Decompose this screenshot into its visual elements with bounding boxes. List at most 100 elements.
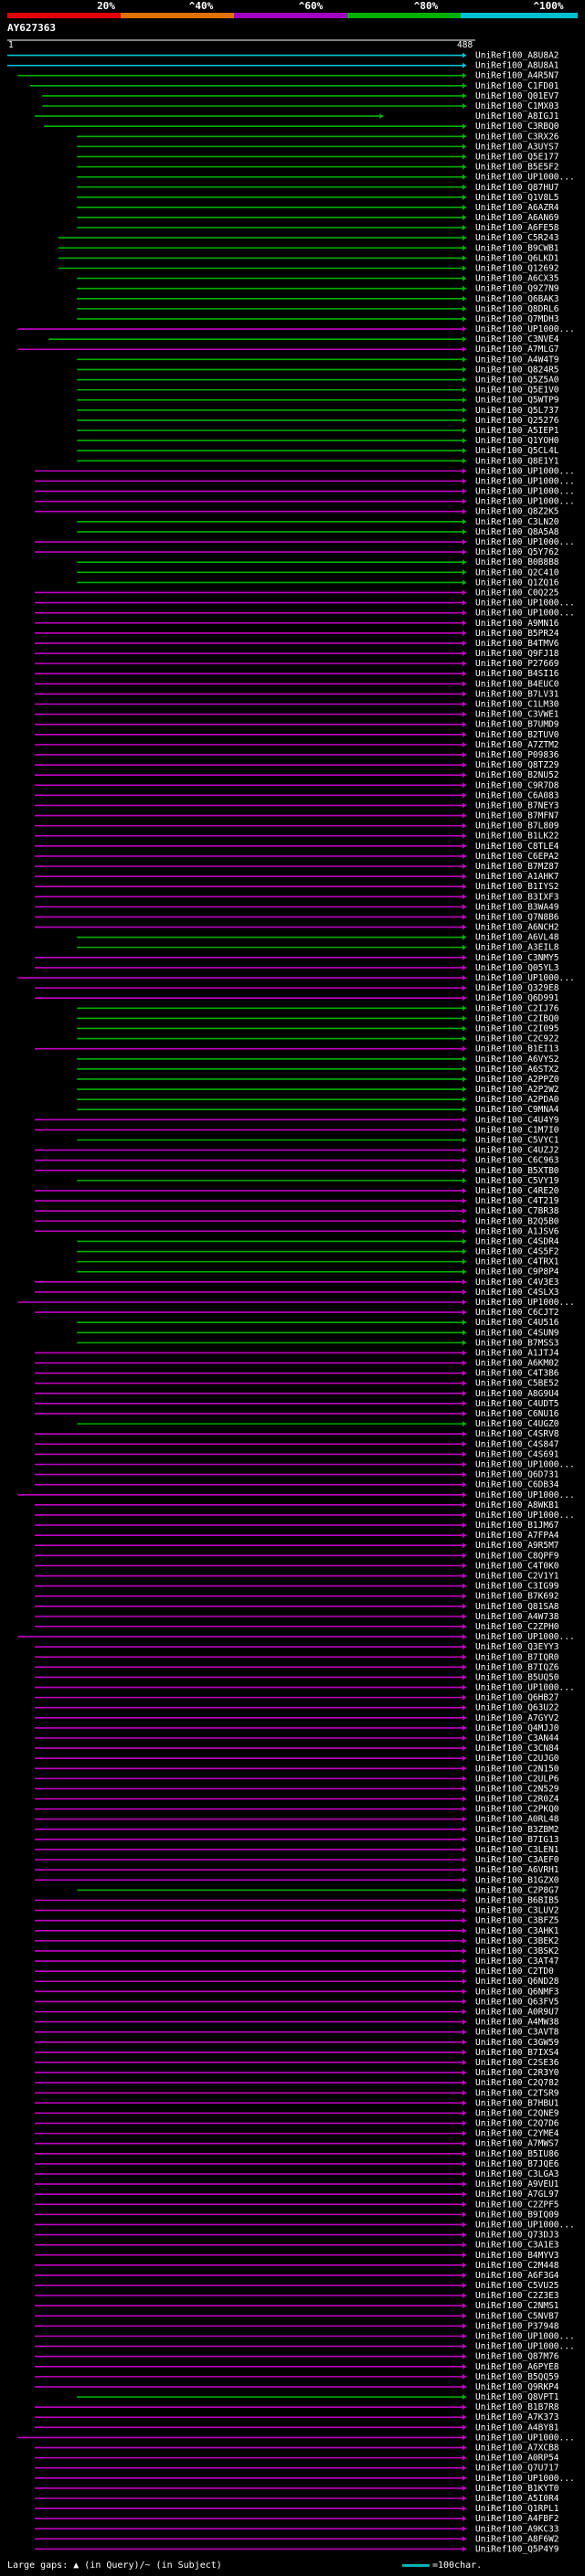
hit-end-marker (463, 2029, 466, 2035)
hit-row: UniRef100_Q329E8 (34, 983, 559, 993)
hit-end-marker (463, 671, 466, 677)
hit-end-marker (463, 1927, 466, 1934)
hit-end-marker (463, 1857, 466, 1863)
hit-label: UniRef100_C3AVT8 (475, 2028, 559, 2038)
hit-row: UniRef100_C3AVT8 (34, 2028, 559, 2038)
hit-row: UniRef100_UP1000... (17, 973, 575, 983)
hit-label: UniRef100_UP1000... (475, 2474, 575, 2484)
hit-row: UniRef100_A9R5M7 (34, 1541, 559, 1551)
hit-label: UniRef100_C4SDR4 (475, 1236, 559, 1246)
hit-row: UniRef100_B7IXS4 (34, 2048, 559, 2058)
hit-row: UniRef100_B7HBU1 (34, 2098, 559, 2108)
hit-end-marker (463, 397, 466, 403)
hit-label: UniRef100_C3AT47 (475, 1956, 559, 1966)
hit-label: UniRef100_A7GL97 (475, 2189, 559, 2200)
hit-label: UniRef100_A4W4T9 (475, 355, 559, 365)
hit-row: UniRef100_A6STX2 (77, 1065, 559, 1075)
hit-end-marker (463, 2009, 466, 2015)
hit-label: UniRef100_Q12692 (475, 264, 559, 274)
hit-row: UniRef100_C2TD0 (34, 1966, 554, 1977)
hit-end-marker (463, 72, 466, 79)
hit-label: UniRef100_C4SRV8 (475, 1429, 559, 1439)
hit-row: UniRef100_C6NU16 (34, 1409, 559, 1419)
hit-end-marker (463, 245, 466, 251)
hit-end-marker (463, 2383, 466, 2390)
hit-row: UniRef100_B1JM67 (34, 1521, 559, 1531)
hit-row: UniRef100_B5XTB0 (34, 1166, 559, 1176)
hit-end-marker (463, 1035, 466, 1042)
hit-end-marker (463, 164, 466, 170)
hit-row: UniRef100_Q81SA8 (34, 1602, 559, 1612)
hit-label: UniRef100_A6NCH2 (475, 923, 559, 933)
hit-row: UniRef100_Q8A5A8 (77, 527, 559, 537)
hit-label: UniRef100_C5R243 (475, 233, 559, 243)
hit-row: UniRef100_C3LUV2 (34, 1906, 559, 1916)
hit-end-marker (463, 508, 466, 514)
hit-row: UniRef100_C4T3B6 (34, 1369, 559, 1379)
hit-label: UniRef100_B1KYT0 (475, 2484, 559, 2494)
hit-row: UniRef100_C4V3E3 (34, 1277, 559, 1288)
hit-row: UniRef100_UP1000... (34, 487, 575, 497)
hit-label: UniRef100_A3UYS7 (475, 142, 559, 152)
hit-end-marker (463, 123, 466, 130)
hit-end-marker (463, 853, 466, 859)
hit-end-marker (463, 1887, 466, 1893)
hit-end-marker (463, 2495, 466, 2501)
hit-end-marker (463, 1613, 466, 1619)
legend: Large gaps: ▲ (in Query)/~ (in Subject) (7, 2560, 222, 2571)
hit-row: UniRef100_A4W738 (34, 1612, 559, 1622)
hit-end-marker (463, 2414, 466, 2421)
hit-label: UniRef100_C4S5F2 (475, 1247, 559, 1257)
hit-end-marker (463, 1501, 466, 1508)
hit-row: UniRef100_A1AHK7 (34, 872, 559, 882)
hit-end-marker (463, 2059, 466, 2065)
hit-row: UniRef100_A7FPA4 (34, 1531, 559, 1541)
hit-label: UniRef100_Q1V8L5 (475, 193, 559, 203)
hit-row: UniRef100_B7MFN7 (34, 811, 559, 822)
hit-row: UniRef100_A7MLG7 (17, 345, 559, 355)
color-band-80 (347, 13, 461, 18)
hit-label: UniRef100_A2P2W2 (475, 1085, 559, 1095)
hit-label: UniRef100_C9P8P4 (475, 1267, 559, 1277)
hit-label: UniRef100_Q7MDH3 (475, 314, 559, 324)
hit-label: UniRef100_A1AHK7 (475, 872, 559, 882)
hit-row: UniRef100_B5IU86 (34, 2149, 559, 2159)
hit-row: UniRef100_Q5P4Y9 (34, 2544, 559, 2554)
hit-end-marker (463, 2272, 466, 2278)
hit-label: UniRef100_C4U516 (475, 1318, 559, 1328)
hit-end-marker (463, 1947, 466, 1954)
hit-label: UniRef100_Q81SA8 (475, 1602, 559, 1612)
hit-end-marker (463, 2201, 466, 2208)
hit-end-marker (463, 326, 466, 333)
hit-label: UniRef100_C3BEK2 (475, 1936, 559, 1946)
hit-row: UniRef100_B7LV31 (34, 689, 559, 699)
hit-row: UniRef100_A8WKB1 (34, 1500, 559, 1511)
hit-row: UniRef100_B5UQ50 (34, 1672, 559, 1682)
hit-row: UniRef100_B2Q5B0 (34, 1216, 559, 1226)
hit-label: UniRef100_A7ZTM2 (475, 740, 559, 750)
hit-label: UniRef100_A7XCB8 (475, 2443, 559, 2454)
hit-label: UniRef100_C3BFZ5 (475, 1916, 559, 1926)
hit-end-marker (463, 1491, 466, 1498)
hit-label: UniRef100_C6A083 (475, 790, 559, 800)
hit-end-marker (463, 1421, 466, 1427)
hit-end-marker (463, 1806, 466, 1812)
hit-row: UniRef100_C2Q782 (34, 2078, 559, 2088)
hit-end-marker (463, 387, 466, 393)
hit-row: UniRef100_C2I095 (77, 1023, 559, 1034)
hit-label: UniRef100_B1B7R8 (475, 2402, 559, 2412)
hit-label: UniRef100_B7JQE6 (475, 2159, 559, 2169)
hit-end-marker (463, 691, 466, 697)
hit-end-marker (463, 407, 466, 413)
hit-row: UniRef100_C2R3Y0 (34, 2068, 559, 2078)
hit-end-marker (463, 1248, 466, 1255)
hit-row: UniRef100_B7L809 (34, 822, 559, 832)
hit-row: UniRef100_UP1000... (34, 2342, 575, 2352)
hit-label: UniRef100_A6PYE8 (475, 2362, 559, 2372)
hit-end-marker (463, 315, 466, 322)
hit-end-marker (463, 731, 466, 737)
hit-end-marker (463, 103, 466, 110)
hit-label: UniRef100_B7MZ87 (475, 862, 559, 872)
hit-end-marker (463, 376, 466, 383)
hit-row: UniRef100_Q8Z2K5 (34, 507, 559, 517)
